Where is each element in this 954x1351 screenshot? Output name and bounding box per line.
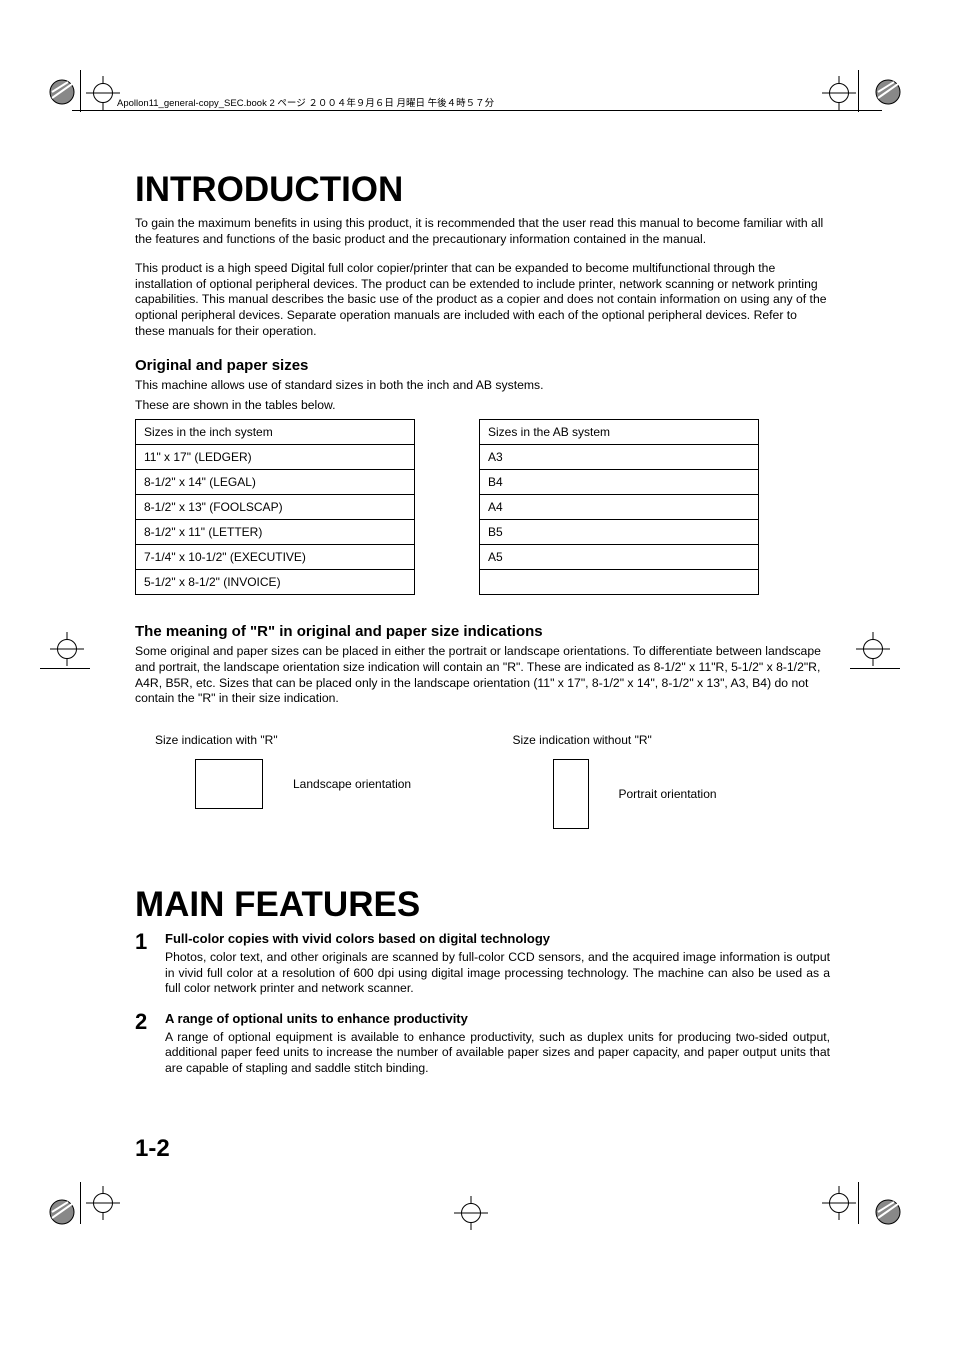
- feature-title: Full-color copies with vivid colors base…: [165, 931, 830, 946]
- reg-circle-bottom-left: [42, 1192, 82, 1232]
- landscape-shape: [195, 759, 263, 809]
- reg-circle-top-right: [868, 72, 908, 112]
- table-row: 5-1/2" x 8-1/2" (INVOICE): [136, 570, 415, 595]
- sizes-intro-1: This machine allows use of standard size…: [135, 378, 830, 394]
- table-row: B4: [480, 470, 759, 495]
- heading-original-paper-sizes: Original and paper sizes: [135, 357, 830, 374]
- section-title-introduction: INTRODUCTION: [135, 170, 830, 210]
- r-example-with-r: Size indication with "R" Landscape orien…: [135, 733, 473, 829]
- portrait-shape: [553, 759, 589, 829]
- section-title-main-features: MAIN FEATURES: [135, 885, 830, 925]
- reg-circle-top-left: [42, 72, 82, 112]
- table-row: 8-1/2" x 11" (LETTER): [136, 520, 415, 545]
- reg-vline-bottom-right: [858, 1182, 859, 1224]
- crosshair-top-right: [822, 76, 856, 110]
- reg-vline-top-left: [80, 70, 81, 112]
- heading-r-meaning: The meaning of "R" in original and paper…: [135, 623, 830, 640]
- page-number: 1-2: [135, 1135, 170, 1163]
- reg-hline-right: [850, 668, 900, 669]
- table-row: 8-1/2" x 14" (LEGAL): [136, 470, 415, 495]
- crosshair-left: [50, 632, 84, 666]
- label-landscape: Landscape orientation: [293, 777, 411, 791]
- table-inch-sizes: Sizes in the inch system 11" x 17" (LEDG…: [135, 419, 415, 595]
- intro-paragraph-1: To gain the maximum benefits in using th…: [135, 216, 830, 247]
- table-row: A4: [480, 495, 759, 520]
- table-header-ab: Sizes in the AB system: [480, 420, 759, 445]
- feature-body: A range of optional equipment is availab…: [165, 1030, 830, 1077]
- caption-without-r: Size indication without "R": [513, 733, 831, 747]
- table-header-inch: Sizes in the inch system: [136, 420, 415, 445]
- feature-number: 2: [135, 1011, 155, 1077]
- reg-vline-top-right: [858, 70, 859, 112]
- feature-body: Photos, color text, and other originals …: [165, 950, 830, 997]
- caption-with-r: Size indication with "R": [155, 733, 473, 747]
- reg-vline-bottom-left: [80, 1182, 81, 1224]
- reg-circle-bottom-right: [868, 1192, 908, 1232]
- table-ab-sizes: Sizes in the AB system A3 B4 A4 B5 A5: [479, 419, 759, 595]
- table-row: [480, 570, 759, 595]
- r-meaning-body: Some original and paper sizes can be pla…: [135, 644, 830, 706]
- page-content: INTRODUCTION To gain the maximum benefit…: [135, 170, 830, 1091]
- table-row: A3: [480, 445, 759, 470]
- table-row: 7-1/4" x 10-1/2" (EXECUTIVE): [136, 545, 415, 570]
- feature-title: A range of optional units to enhance pro…: [165, 1011, 830, 1026]
- reg-hline-left: [40, 668, 90, 669]
- crosshair-bottom-left: [86, 1186, 120, 1220]
- crosshair-bottom-right: [822, 1186, 856, 1220]
- feature-item-1: 1 Full-color copies with vivid colors ba…: [135, 931, 830, 997]
- crosshair-top-left: [86, 76, 120, 110]
- table-row: 11" x 17" (LEDGER): [136, 445, 415, 470]
- document-meta: Apollon11_general-copy_SEC.book 2 ページ ２０…: [117, 95, 494, 109]
- sizes-intro-2: These are shown in the tables below.: [135, 398, 830, 414]
- intro-paragraph-2: This product is a high speed Digital ful…: [135, 261, 830, 339]
- table-row: B5: [480, 520, 759, 545]
- crosshair-right: [856, 632, 890, 666]
- feature-item-2: 2 A range of optional units to enhance p…: [135, 1011, 830, 1077]
- table-row: A5: [480, 545, 759, 570]
- rule-top: [72, 110, 882, 111]
- label-portrait: Portrait orientation: [619, 787, 717, 801]
- table-row: 8-1/2" x 13" (FOOLSCAP): [136, 495, 415, 520]
- r-example-without-r: Size indication without "R" Portrait ori…: [493, 733, 831, 829]
- crosshair-bottom-center: [454, 1196, 488, 1230]
- feature-number: 1: [135, 931, 155, 997]
